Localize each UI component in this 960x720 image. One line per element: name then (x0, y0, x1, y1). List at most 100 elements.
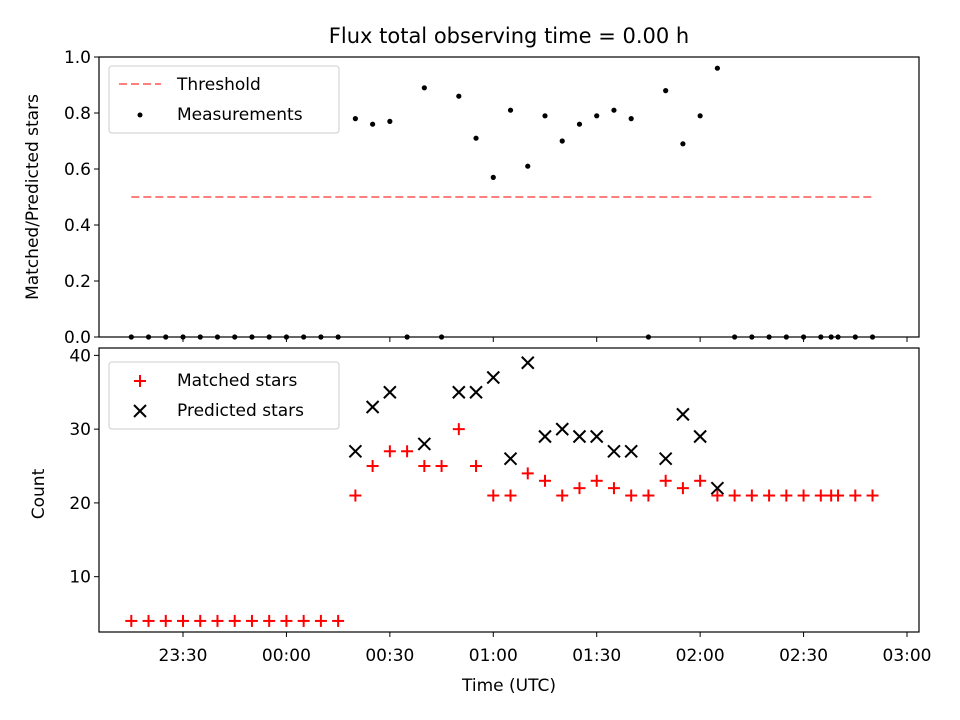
top-y-tick-label: 0.6 (64, 160, 91, 180)
bottom-y-tick-label: 20 (69, 494, 91, 514)
matched-star-point (539, 474, 551, 487)
matched-star-point (470, 460, 483, 473)
x-tick-label: 02:30 (779, 646, 828, 666)
matched-star-point (401, 445, 414, 458)
predicted-star-point (383, 385, 397, 399)
matched-star-point (590, 474, 603, 487)
measurement-point (663, 88, 669, 94)
predicted-star-point (469, 385, 483, 399)
x-tick-label: 03:00 (883, 646, 932, 666)
measurement-point (628, 116, 634, 122)
predicted-star-point (590, 429, 604, 444)
matched-star-point (659, 474, 672, 487)
measurement-point (490, 174, 496, 180)
matched-star-point (573, 482, 586, 495)
matched-star-point (504, 489, 517, 502)
top-legend: Threshold Measurements (108, 65, 340, 134)
matched-star-point (366, 460, 379, 473)
matched-star-point (177, 614, 189, 627)
matched-legend-swatch (134, 375, 146, 387)
predicted-star-point (607, 444, 621, 458)
matched-star-point (814, 489, 827, 502)
predicted-star-point (417, 437, 432, 451)
bottom-y-axis-label: Count (29, 468, 49, 519)
predicted-star-point (710, 481, 725, 495)
bottom-y-tick-label: 40 (69, 346, 91, 366)
matched-star-point (866, 489, 879, 502)
bottom-y-tick-label: 30 (69, 420, 91, 440)
x-tick-label: 02:00 (676, 646, 725, 666)
measurement-point (473, 135, 479, 141)
predicted-star-point (521, 356, 535, 370)
matched-legend-label: Matched stars (177, 371, 297, 391)
matched-star-point (832, 489, 845, 502)
predicted-star-point (624, 444, 638, 458)
matched-star-point (245, 614, 258, 627)
matched-star-point (314, 614, 327, 627)
matched-star-point (763, 489, 776, 502)
predicted-legend-label: Predicted stars (177, 401, 304, 421)
matched-star-point (642, 489, 655, 502)
top-y-tick-label: 0.2 (64, 272, 91, 292)
measurement-point (352, 116, 358, 122)
matched-star-point (694, 474, 707, 487)
measurements-legend-swatch (137, 112, 143, 118)
predicted-star-point (658, 451, 673, 466)
measurement-point (421, 85, 427, 91)
measurement-point (507, 107, 514, 113)
matched-star-point (125, 614, 138, 627)
measurement-point (456, 93, 462, 99)
matched-star-point (607, 482, 620, 495)
matched-star-point (297, 614, 310, 627)
matched-star-point (142, 614, 155, 627)
measurement-point (680, 141, 686, 147)
measurement-point (542, 113, 548, 119)
top-y-tick-label: 0.4 (64, 216, 91, 236)
measurement-point (611, 107, 617, 113)
matched-star-point (435, 460, 448, 473)
top-y-tick-label: 1.0 (64, 48, 91, 68)
bottom-legend-box (108, 361, 340, 430)
matched-star-point (418, 460, 431, 473)
matched-star-point (159, 614, 172, 627)
matched-star-point (625, 489, 638, 502)
predicted-star-point (503, 451, 518, 466)
predicted-star-point (693, 429, 707, 444)
matched-star-point (228, 614, 241, 627)
matched-star-point (849, 489, 862, 502)
predicted-star-point (348, 444, 363, 458)
measurement-point (387, 118, 393, 124)
x-tick-label: 00:00 (262, 646, 311, 666)
bottom-plot-area: 10 20 30 40 23:30 00:00 00:30 01:00 01:30 02:00 02… (69, 346, 931, 666)
measurement-point (576, 121, 583, 127)
x-tick-label: 01:30 (572, 646, 621, 666)
matched-star-point (780, 489, 793, 502)
x-axis-label: Time (UTC) (461, 676, 556, 696)
matched-star-point (745, 489, 758, 502)
chart-title: Flux total observing time = 0.00 h (329, 24, 689, 48)
bottom-plot-frame (98, 347, 920, 633)
matched-star-point (349, 489, 362, 502)
x-tick-label: 00:30 (365, 646, 414, 666)
measurement-point (714, 65, 720, 71)
predicted-star-point (452, 385, 466, 399)
x-tick-label: 01:00 (469, 646, 518, 666)
bottom-legend: Matched stars Predicted stars (108, 361, 340, 430)
measurements-legend-label: Measurements (177, 105, 303, 125)
matched-star-point (211, 614, 224, 627)
matched-star-point (383, 445, 396, 458)
matched-star-point (797, 489, 810, 502)
matched-star-point (280, 614, 293, 627)
predicted-star-point (572, 429, 587, 444)
top-y-tick-label: 0.0 (64, 328, 91, 348)
matched-star-point (452, 423, 465, 436)
matched-star-point (556, 489, 569, 502)
predicted-star-point (538, 429, 552, 444)
measurement-point (594, 113, 600, 119)
predicted-star-point (676, 407, 690, 422)
threshold-legend-label: Threshold (176, 75, 261, 95)
matched-star-point (728, 489, 741, 502)
top-y-axis-label: Matched/Predicted stars (23, 94, 43, 300)
measurement-point (559, 138, 565, 144)
